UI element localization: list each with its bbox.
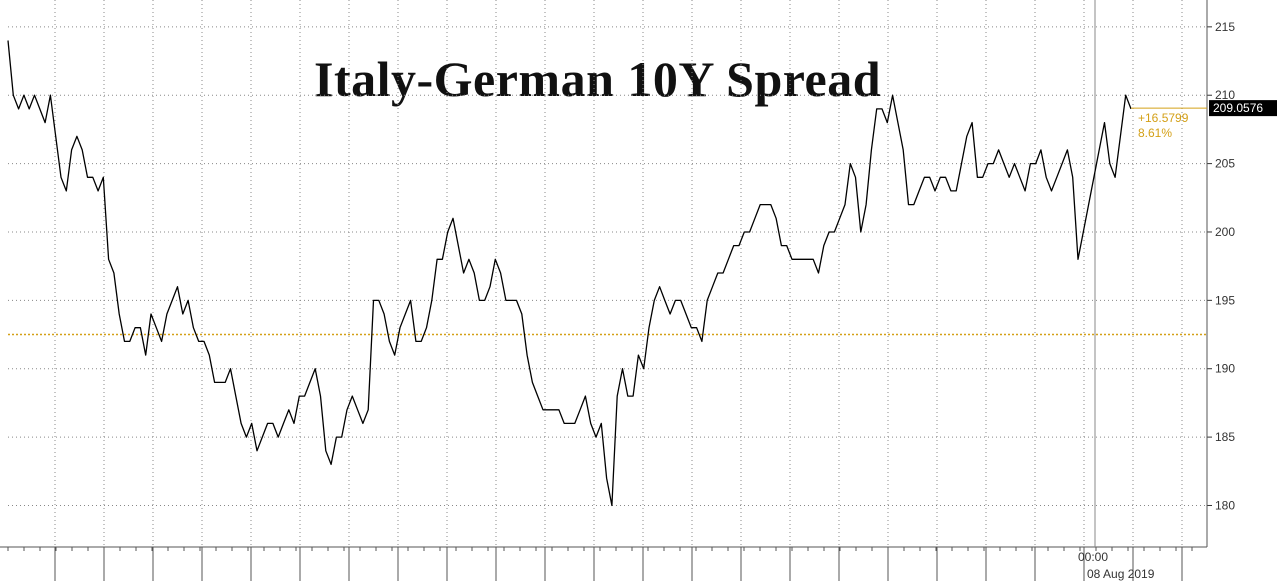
last-value-box [1209,100,1277,117]
last-value-label: 209.0576 [1213,101,1263,115]
change-pct-label: 8.61% [1138,126,1172,140]
y-tick-label: 180 [1215,498,1235,512]
y-tick-label: 185 [1215,430,1235,444]
y-tick-label: 200 [1215,225,1235,239]
x-tick-label-time: 00:00 [1078,550,1108,564]
y-tick-label: 215 [1215,20,1235,34]
y-tick-label: 190 [1215,362,1235,376]
y-tick-label: 210 [1215,88,1235,102]
y-tick-label: 195 [1215,293,1235,307]
change-abs-label: +16.5799 [1138,111,1189,125]
series-line [7,40,1132,507]
y-tick-label: 205 [1215,157,1235,171]
x-tick-label-date: 08 Aug 2019 [1087,567,1155,581]
chart-title: Italy-German 10Y Spread [314,51,882,107]
